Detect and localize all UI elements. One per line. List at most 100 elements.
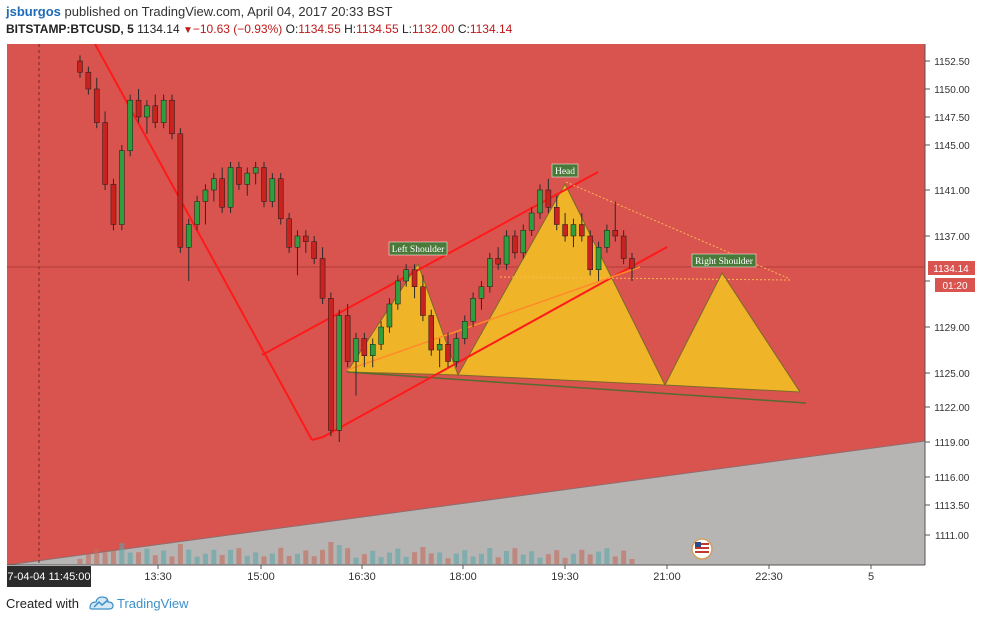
candle-body — [620, 235, 627, 259]
price-axis[interactable] — [925, 44, 983, 565]
candle-body — [169, 99, 175, 135]
candle-body — [311, 241, 317, 259]
flag-stripe-3 — [695, 551, 709, 553]
candle-body — [369, 344, 376, 356]
candle-body — [93, 88, 100, 123]
price-tick-label: 1145.00 — [934, 141, 970, 152]
price-tick-label: 1141.00 — [934, 186, 970, 197]
candle-body — [512, 235, 518, 254]
price-tick-label: 1147.50 — [934, 113, 970, 124]
volume-bar — [269, 553, 275, 564]
candle-body — [428, 315, 435, 351]
volume-bar — [529, 551, 535, 564]
candle-body — [328, 298, 334, 431]
volume-bar — [361, 554, 367, 564]
symbol-label: BITSTAMP:BTCUSD, 5 — [6, 22, 134, 36]
candle-body — [135, 99, 142, 118]
price-label-box — [928, 261, 975, 275]
time-tick-label: 5 — [868, 571, 874, 583]
dotted-projection-lower — [499, 276, 791, 281]
volume-bar — [487, 548, 493, 564]
candle-body — [319, 258, 326, 299]
price-tick-label: 1152.50 — [934, 57, 970, 68]
price-tick-label: 1116.00 — [935, 473, 970, 484]
candle-body — [286, 218, 292, 248]
time-tick-label: 13:30 — [144, 571, 172, 583]
cursor-time-label: 7-04-04 11:45:00 — [8, 571, 91, 583]
left-shoulder-annotation: Left Shoulder — [388, 241, 448, 256]
time-tick-label: 15:00 — [247, 571, 275, 583]
volume-bar — [386, 552, 392, 564]
candle-body — [386, 303, 393, 328]
volume-bar — [320, 549, 326, 564]
volume-bar — [311, 556, 317, 564]
price-tick-label: 1150.00 — [934, 85, 970, 96]
trend-line-lower — [6, 440, 926, 566]
price-label: 1134.14 — [933, 264, 969, 275]
volume-bar — [478, 553, 484, 564]
volume-bar — [604, 548, 610, 564]
candle-body — [629, 258, 635, 269]
candle-body — [562, 224, 568, 237]
candle-body — [344, 315, 351, 362]
candle-body — [102, 122, 108, 185]
time-tick-label: 16:30 — [348, 571, 376, 583]
tradingview-link[interactable]: TradingView — [117, 596, 189, 611]
volume-bar — [169, 556, 175, 564]
flag-icon[interactable] — [691, 538, 713, 560]
price-axis-ticks: 1152.50 1150.00 1147.50 1145.00 1141.00 1137.… — [925, 57, 970, 542]
volume-bar — [345, 548, 351, 564]
volume-bar — [445, 558, 451, 564]
price-tick-label: 1122.00 — [934, 403, 970, 414]
publish-line: jsburgos published on TradingView.com, A… — [6, 4, 392, 19]
volume-bar — [403, 556, 409, 564]
candle-body — [244, 172, 251, 185]
candle-body — [336, 315, 343, 431]
candle-body — [177, 133, 184, 248]
candle-body — [579, 224, 585, 237]
candle-body — [85, 71, 92, 90]
candle-body — [587, 235, 593, 270]
right-shoulder-label: Right Shoulder — [695, 257, 754, 267]
volume-bar — [144, 548, 150, 564]
tradingview-logo-icon[interactable] — [88, 594, 114, 612]
countdown-box — [935, 278, 975, 292]
candle-body — [520, 230, 527, 254]
volume-bar — [562, 557, 568, 564]
volume-bar — [621, 550, 627, 564]
candle-body — [294, 235, 301, 248]
volume-bar — [236, 548, 242, 564]
volume-bar — [370, 550, 376, 564]
volume-bar — [629, 558, 635, 564]
candle-body — [411, 269, 418, 287]
flag-stripe-2 — [695, 547, 709, 549]
volume-bar — [612, 556, 618, 564]
volume-bar — [420, 547, 426, 564]
candle-body — [420, 286, 426, 316]
volume-bar — [545, 554, 551, 564]
candle-body — [612, 230, 619, 237]
candle-body — [119, 150, 125, 225]
open-label: O: — [285, 22, 299, 36]
volume-bar — [211, 549, 217, 564]
time-axis[interactable] — [7, 565, 925, 588]
price-tick-label: 1111.00 — [935, 531, 969, 542]
volume-bar — [495, 557, 501, 564]
volume-bar — [286, 556, 292, 564]
candlestick-chart[interactable]: Left Shoulder Head Right Shoulder 1152.5… — [0, 44, 983, 588]
candle-body — [570, 224, 577, 237]
left-shoulder-label: Left Shoulder — [392, 244, 445, 255]
low-label: L: — [401, 22, 412, 36]
head-annotation: Head — [551, 163, 579, 178]
candle-body — [236, 167, 242, 185]
author-link[interactable]: jsburgos — [6, 4, 61, 19]
volume-bar — [520, 554, 526, 564]
volume-bar — [294, 553, 300, 564]
volume-bar — [303, 550, 309, 564]
candle-body — [503, 235, 510, 265]
volume-bar — [336, 545, 342, 564]
right-shoulder-annotation: Right Shoulder — [691, 253, 757, 268]
volume-bar — [94, 548, 100, 564]
volume-bar — [328, 542, 334, 564]
volume-bar — [161, 550, 167, 564]
